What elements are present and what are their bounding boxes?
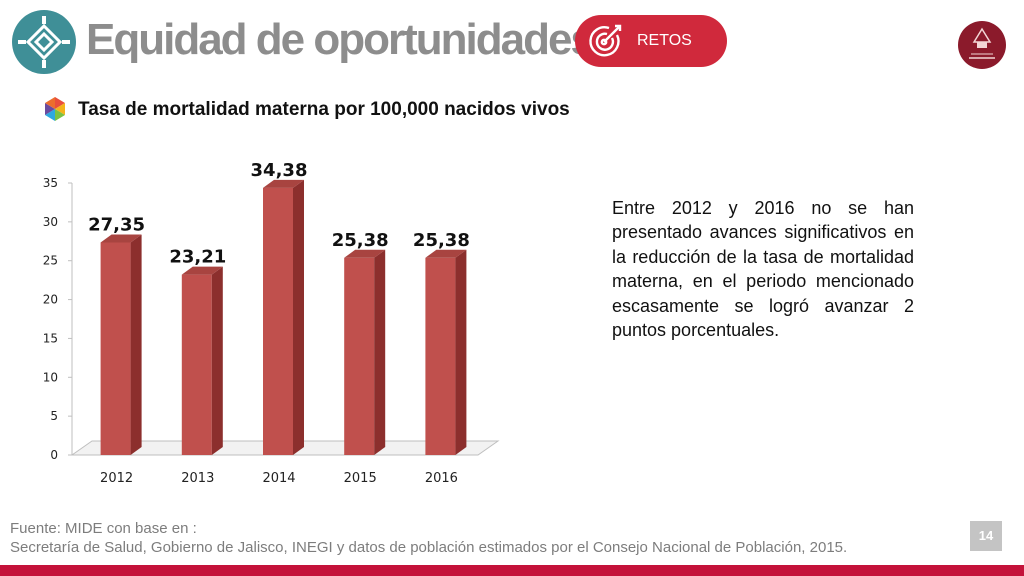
source-line-1: Fuente: MIDE con base en : [10,520,197,537]
y-tick-label: 15 [43,331,58,345]
chart-labels: 27,35 2012 23,21 2013 34,38 2014 25,38 2015 25,3… [88,160,470,486]
y-tick-label: 25 [43,254,58,268]
chart-bars [100,179,467,455]
mortality-bar-chart: 0 5 10 15 20 25 30 35 27,35 2012 23,21 2013 34,38 20… [43,160,500,486]
bar-side [374,249,386,455]
bar-value-label: 25,38 [413,230,470,251]
analysis-text: Entre 2012 y 2016 no se han presentado a… [612,198,914,341]
bar-top [425,249,467,258]
bar-top [100,234,142,243]
colorful-hexagon-icon [42,96,68,122]
bar-side [211,266,223,455]
bar-front [425,257,456,455]
source-note: Fuente: MIDE con base en : Secretaría de… [10,519,847,557]
retos-badge: RETOS [575,15,727,67]
x-tick-label: 2012 [100,471,133,486]
bar-value-label: 27,35 [88,214,145,235]
bar-side [293,179,304,455]
footer-bar [0,565,1024,576]
chart-title: Tasa de mortalidad materna por 100,000 n… [78,99,570,120]
y-tick-label: 5 [50,409,58,423]
y-tick-label: 35 [43,176,58,190]
y-tick-label: 30 [43,215,58,229]
bar-top [181,266,223,275]
bar-value-label: 23,21 [169,247,226,268]
bar-top [263,179,304,188]
program-logo-icon [12,10,76,74]
y-tick-label: 10 [43,370,58,384]
retos-label: RETOS [637,32,692,49]
bar-side [130,234,142,455]
page-number: 14 [970,521,1002,551]
page-title: Equidad de oportunidades [86,15,595,64]
bar-side [455,249,467,455]
bar-top [344,249,386,258]
bar-front [344,257,375,455]
x-tick-label: 2013 [181,471,214,486]
target-arrow-icon [589,24,622,57]
source-line-2: Secretaría de Salud, Gobierno de Jalisco… [10,539,848,556]
y-tick-label: 0 [50,448,58,462]
bar-front [100,242,131,455]
bar-value-label: 34,38 [251,160,308,181]
x-tick-label: 2014 [262,471,295,486]
jalisco-emblem-logo [957,20,1007,70]
x-tick-label: 2016 [425,471,458,486]
x-tick-label: 2015 [344,471,377,486]
y-tick-label: 20 [43,293,58,307]
bar-front [263,187,293,455]
bar-front [181,274,212,455]
bar-value-label: 25,38 [332,230,389,251]
